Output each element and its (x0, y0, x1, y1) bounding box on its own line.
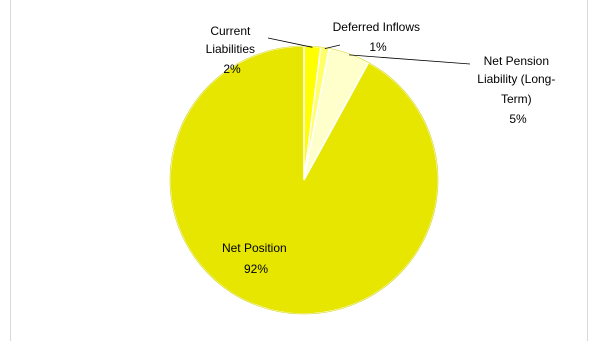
pie-outline (169, 45, 439, 315)
leader-line-net-pension-liability (349, 54, 471, 65)
slice-label-net-position: Net Position 92% (222, 241, 290, 276)
slice-label-net-pension-liability: Net Pension Liability (Long- Term) 5% (477, 54, 558, 126)
chart-frame (10, 0, 588, 341)
pie-slice-net-position (169, 45, 439, 315)
leader-line-deferred-inflows (324, 44, 341, 49)
slice-label-current-liabilities: Current Liabilities 2% (206, 24, 259, 76)
slice-label-deferred-inflows: Deferred Inflows 1% (333, 20, 424, 54)
leader-line-current-liabilities (267, 37, 313, 48)
